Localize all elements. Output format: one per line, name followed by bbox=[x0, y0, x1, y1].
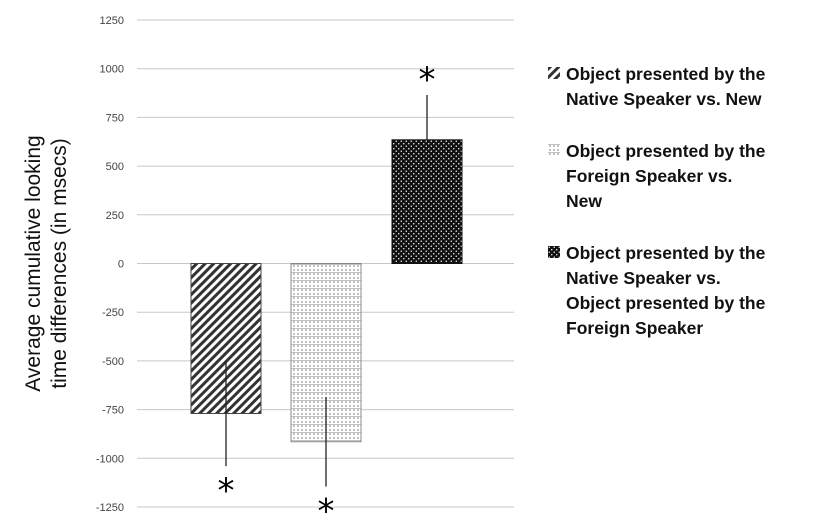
bar bbox=[391, 139, 463, 264]
legend-item-native-vs-new: Object presented by the Native Speaker v… bbox=[548, 62, 828, 112]
y-axis-ticks: 1250 1000 750 500 250 0 -250 -500 -750 -1000 -1250 bbox=[96, 15, 124, 514]
y-axis-label: Average cumulative looking time differenc… bbox=[22, 135, 71, 391]
y-tick-label: 500 bbox=[106, 161, 124, 173]
y-tick-label: 750 bbox=[106, 112, 124, 124]
y-tick-label: 1000 bbox=[100, 64, 124, 76]
bars bbox=[190, 139, 463, 443]
legend-item-foreign-vs-new: Object presented by the Foreign Speaker … bbox=[548, 139, 828, 214]
y-tick-label: -1250 bbox=[96, 502, 124, 514]
legend: Object presented by the Native Speaker v… bbox=[548, 62, 828, 368]
significance-markers: * * * bbox=[218, 60, 436, 515]
y-axis-label-line: Average cumulative looking bbox=[22, 135, 45, 391]
y-tick-label: -500 bbox=[102, 356, 124, 368]
legend-swatch-dotted bbox=[548, 144, 560, 156]
y-tick-label: 250 bbox=[106, 210, 124, 222]
legend-label: Object presented by the Foreign Speaker … bbox=[566, 141, 766, 211]
significance-star: * bbox=[318, 492, 335, 515]
error-bars bbox=[225, 94, 428, 487]
y-tick-label: -1000 bbox=[96, 453, 124, 465]
legend-label: Object presented by the Native Speaker v… bbox=[566, 64, 766, 109]
legend-item-native-vs-foreign: Object presented by the Native Speaker v… bbox=[548, 241, 828, 341]
y-axis-label-line: time differences (in msecs) bbox=[48, 138, 71, 389]
significance-star: * bbox=[419, 60, 436, 100]
significance-star: * bbox=[218, 471, 235, 511]
bar-chart: 1250 1000 750 500 250 0 -250 -500 -750 -1000 -1250… bbox=[22, 15, 514, 515]
legend-label: Object presented by the Native Speaker v… bbox=[566, 243, 766, 338]
y-tick-label: 0 bbox=[118, 259, 124, 271]
y-tick-label: -750 bbox=[102, 405, 124, 417]
y-tick-label: -250 bbox=[102, 307, 124, 319]
legend-swatch-dark bbox=[548, 246, 560, 258]
legend-swatch-stripes bbox=[548, 67, 560, 79]
y-tick-label: 1250 bbox=[100, 15, 124, 27]
